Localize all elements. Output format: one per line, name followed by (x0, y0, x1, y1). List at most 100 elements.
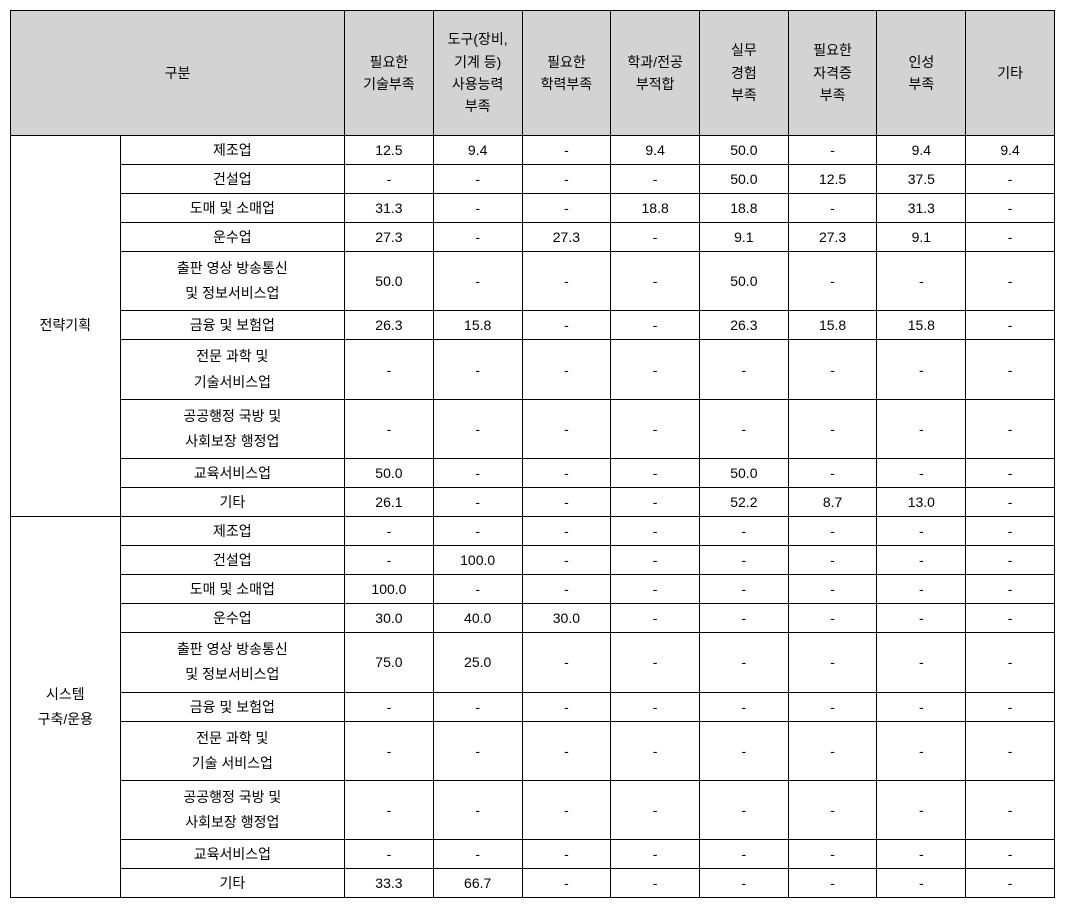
data-cell: 18.8 (611, 194, 700, 223)
data-cell: 50.0 (700, 136, 789, 165)
data-cell: - (877, 692, 966, 721)
data-cell: - (700, 546, 789, 575)
data-cell: - (966, 459, 1055, 488)
data-cell: - (966, 692, 1055, 721)
data-cell: 13.0 (877, 488, 966, 517)
data-cell: - (700, 721, 789, 780)
data-cell: - (611, 223, 700, 252)
data-cell: - (966, 340, 1055, 399)
table-row: 금융 및 보험업 - - - - - - - - (11, 692, 1055, 721)
data-cell: - (522, 399, 611, 458)
data-cell: 50.0 (345, 459, 434, 488)
header-col2: 도구(장비,기계 등)사용능력부족 (433, 11, 522, 136)
data-cell: - (700, 604, 789, 633)
data-cell: - (966, 604, 1055, 633)
data-cell: - (345, 780, 434, 839)
data-cell: - (522, 721, 611, 780)
data-cell: 40.0 (433, 604, 522, 633)
data-cell: - (966, 488, 1055, 517)
data-cell: 75.0 (345, 633, 434, 692)
data-cell: - (611, 517, 700, 546)
data-cell: - (345, 692, 434, 721)
data-cell: - (788, 399, 877, 458)
data-cell: 8.7 (788, 488, 877, 517)
data-cell: - (345, 546, 434, 575)
data-cell: - (966, 575, 1055, 604)
data-cell: - (433, 399, 522, 458)
data-cell: - (522, 692, 611, 721)
data-cell: - (788, 575, 877, 604)
data-cell: 30.0 (345, 604, 434, 633)
data-cell: 12.5 (788, 165, 877, 194)
data-cell: - (433, 459, 522, 488)
data-cell: 31.3 (345, 194, 434, 223)
data-cell: - (611, 459, 700, 488)
data-cell: - (700, 869, 789, 898)
industry-label: 운수업 (120, 604, 344, 633)
data-cell: 27.3 (522, 223, 611, 252)
table-row: 운수업 27.3 - 27.3 - 9.1 27.3 9.1 - (11, 223, 1055, 252)
data-cell: - (966, 311, 1055, 340)
industry-label: 공공행정 국방 및사회보장 행정업 (120, 780, 344, 839)
industry-label: 금융 및 보험업 (120, 311, 344, 340)
data-cell: - (700, 575, 789, 604)
industry-label: 도매 및 소매업 (120, 194, 344, 223)
data-cell: - (433, 340, 522, 399)
data-cell: - (788, 194, 877, 223)
data-cell: - (877, 517, 966, 546)
data-cell: - (611, 399, 700, 458)
data-cell: - (522, 840, 611, 869)
data-cell: 12.5 (345, 136, 434, 165)
data-cell: 27.3 (345, 223, 434, 252)
data-cell: - (611, 869, 700, 898)
table-row: 출판 영상 방송통신및 정보서비스업 50.0 - - - 50.0 - - - (11, 252, 1055, 311)
data-cell: - (966, 633, 1055, 692)
table-row: 건설업 - 100.0 - - - - - - (11, 546, 1055, 575)
data-cell: 9.4 (966, 136, 1055, 165)
data-cell: - (522, 633, 611, 692)
data-cell: - (611, 546, 700, 575)
data-cell: - (877, 840, 966, 869)
data-cell: - (966, 780, 1055, 839)
data-cell: 31.3 (877, 194, 966, 223)
table-row: 기타 33.3 66.7 - - - - - - (11, 869, 1055, 898)
industry-label: 도매 및 소매업 (120, 575, 344, 604)
data-cell: 33.3 (345, 869, 434, 898)
data-cell: 100.0 (433, 546, 522, 575)
data-cell: - (522, 546, 611, 575)
data-cell: 18.8 (700, 194, 789, 223)
data-cell: - (522, 165, 611, 194)
data-cell: 100.0 (345, 575, 434, 604)
data-cell: - (788, 459, 877, 488)
data-cell: - (877, 869, 966, 898)
data-cell: - (966, 517, 1055, 546)
data-cell: - (611, 488, 700, 517)
data-cell: - (522, 340, 611, 399)
table-row: 전문 과학 및기술 서비스업 - - - - - - - - (11, 721, 1055, 780)
data-cell: - (611, 840, 700, 869)
data-cell: - (877, 340, 966, 399)
data-cell: - (345, 721, 434, 780)
table-row: 기타 26.1 - - - 52.2 8.7 13.0 - (11, 488, 1055, 517)
data-cell: - (788, 517, 877, 546)
data-cell: - (611, 575, 700, 604)
data-cell: - (433, 165, 522, 194)
data-cell: 50.0 (700, 252, 789, 311)
header-col5: 실무경험부족 (700, 11, 789, 136)
data-cell: - (877, 604, 966, 633)
table-row: 공공행정 국방 및사회보장 행정업 - - - - - - - - (11, 399, 1055, 458)
data-cell: - (788, 721, 877, 780)
table-row: 출판 영상 방송통신및 정보서비스업 75.0 25.0 - - - - - - (11, 633, 1055, 692)
industry-label: 전문 과학 및기술 서비스업 (120, 721, 344, 780)
industry-label: 제조업 (120, 517, 344, 546)
data-cell: - (700, 399, 789, 458)
data-cell: - (788, 546, 877, 575)
table-row: 전문 과학 및기술서비스업 - - - - - - - - (11, 340, 1055, 399)
data-cell: - (877, 546, 966, 575)
data-cell: - (877, 633, 966, 692)
header-col1: 필요한기술부족 (345, 11, 434, 136)
data-cell: - (345, 517, 434, 546)
industry-label: 운수업 (120, 223, 344, 252)
data-cell: - (788, 633, 877, 692)
data-cell: - (433, 721, 522, 780)
